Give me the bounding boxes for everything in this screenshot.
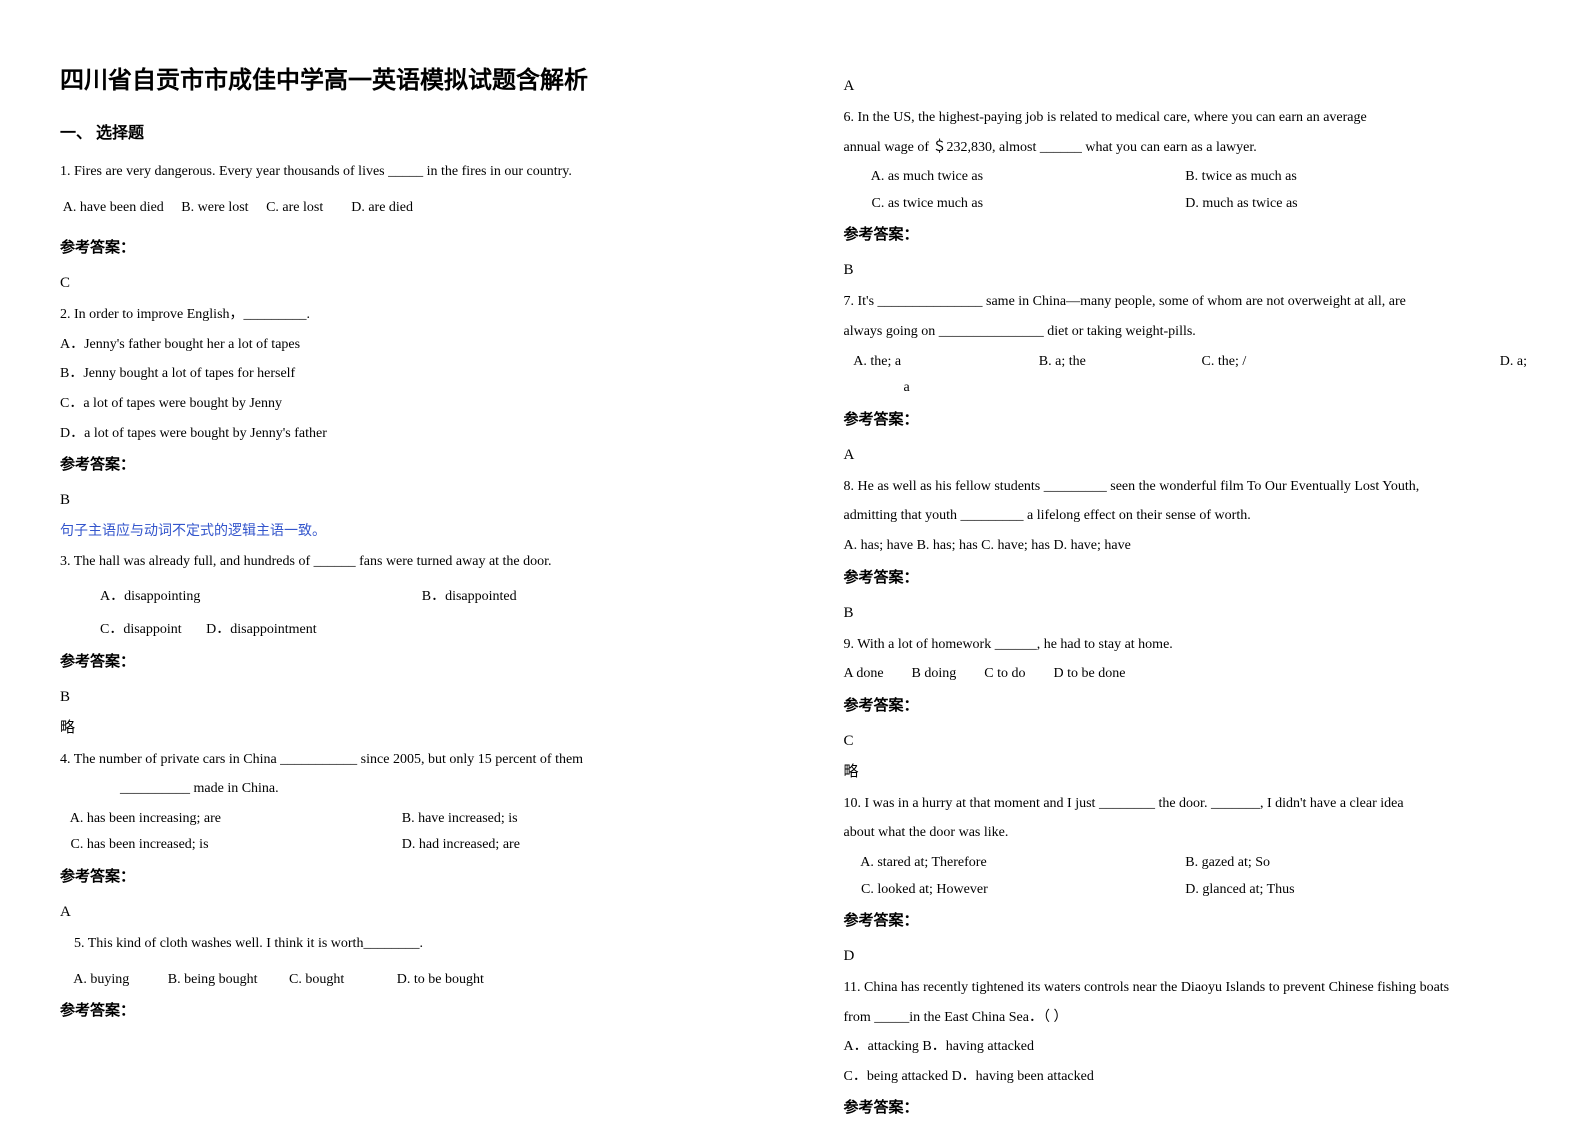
q3-brief: 略 xyxy=(60,716,744,737)
q7-optD2: a xyxy=(844,375,1528,402)
q2-optA: A．Jenny's father bought her a lot of tap… xyxy=(60,332,744,359)
q10-row2: C. looked at; However D. glanced at; Thu… xyxy=(844,877,1528,904)
answer-label: 参考答案： xyxy=(60,999,744,1020)
q7-line2: always going on _______________ diet or … xyxy=(844,319,1528,346)
q4-row2: C. has been increased; is D. had increas… xyxy=(60,832,744,859)
answer-label: 参考答案： xyxy=(844,694,1528,715)
q2-optC: C．a lot of tapes were bought by Jenny xyxy=(60,391,744,418)
q4-line1: 4. The number of private cars in China _… xyxy=(60,747,744,774)
q9-brief: 略 xyxy=(844,760,1528,781)
q8-options: A. has; have B. has; has C. have; has D.… xyxy=(844,533,1528,560)
q5-options: A. buying B. being bought C. bought D. t… xyxy=(60,967,744,994)
q2-optD: D．a lot of tapes were bought by Jenny's … xyxy=(60,421,744,448)
q10-optB: B. gazed at; So xyxy=(1185,850,1527,877)
q6-line1: 6. In the US, the highest-paying job is … xyxy=(844,105,1528,132)
q5-text: 5. This kind of cloth washes well. I thi… xyxy=(60,931,744,958)
q10-line2: about what the door was like. xyxy=(844,820,1528,847)
q1-text: 1. Fires are very dangerous. Every year … xyxy=(60,159,744,186)
q3-row1: A．disappointing B．disappointed xyxy=(60,584,744,611)
q3-row2: C．disappoint D．disappointment xyxy=(60,617,744,644)
q7-optC: C. the; / xyxy=(1202,349,1365,376)
q1-options: A. have been died B. were lost C. are lo… xyxy=(60,195,744,222)
q10-answer: D xyxy=(844,948,1528,965)
q8-line2: admitting that youth _________ a lifelon… xyxy=(844,503,1528,530)
q4-row1: A. has been increasing; are B. have incr… xyxy=(60,806,744,833)
q10-line1: 10. I was in a hurry at that moment and … xyxy=(844,791,1528,818)
q3-text: 3. The hall was already full, and hundre… xyxy=(60,549,744,576)
q7-row: A. the; a B. a; the C. the; / D. a; xyxy=(844,349,1528,376)
q7-optD: D. a; xyxy=(1364,349,1527,376)
q8-answer: B xyxy=(844,605,1528,622)
left-column: 四川省自贡市市成佳中学高一英语模拟试题含解析 一、 选择题 1. Fires a… xyxy=(0,0,794,1122)
q11-line2: from _____in the East China Sea．（ ） xyxy=(844,1005,1528,1032)
q8-line1: 8. He as well as his fellow students ___… xyxy=(844,474,1528,501)
q9-text: 9. With a lot of homework ______, he had… xyxy=(844,632,1528,659)
q4-optA: A. has been increasing; are xyxy=(60,806,402,833)
q10-optA: A. stared at; Therefore xyxy=(844,850,1186,877)
q6-optA: A. as much twice as xyxy=(844,164,1186,191)
q7-optB: B. a; the xyxy=(1039,349,1202,376)
q6-optC: C. as twice much as xyxy=(844,191,1186,218)
q2-explain: 句子主语应与动词不定式的逻辑主语一致。 xyxy=(60,519,744,546)
q4-line2: __________ made in China. xyxy=(60,776,744,803)
q9-answer: C xyxy=(844,733,1528,750)
q1-answer: C xyxy=(60,275,744,292)
q6-row1: A. as much twice as B. twice as much as xyxy=(844,164,1528,191)
q4-optD: D. had increased; are xyxy=(402,832,744,859)
q3-answer: B xyxy=(60,689,744,706)
right-column: A 6. In the US, the highest-paying job i… xyxy=(794,0,1587,1122)
answer-label: 参考答案： xyxy=(60,650,744,671)
q6-optB: B. twice as much as xyxy=(1185,164,1527,191)
answer-label: 参考答案： xyxy=(60,453,744,474)
q6-answer: B xyxy=(844,262,1528,279)
section-heading: 一、 选择题 xyxy=(60,119,744,143)
q7-answer: A xyxy=(844,447,1528,464)
answer-label: 参考答案： xyxy=(844,566,1528,587)
q5-answer: A xyxy=(844,78,1528,95)
q9-options: A done B doing C to do D to be done xyxy=(844,661,1528,688)
q2-optB: B．Jenny bought a lot of tapes for hersel… xyxy=(60,361,744,388)
q10-optD: D. glanced at; Thus xyxy=(1185,877,1527,904)
q10-row1: A. stared at; Therefore B. gazed at; So xyxy=(844,850,1528,877)
q11-line1: 11. China has recently tightened its wat… xyxy=(844,975,1528,1002)
q4-optC: C. has been increased; is xyxy=(60,832,402,859)
answer-label: 参考答案： xyxy=(844,408,1528,429)
q6-line2: annual wage of ＄232,830, almost ______ w… xyxy=(844,135,1528,162)
q7-line1: 7. It's _______________ same in China—ma… xyxy=(844,289,1528,316)
answer-label: 参考答案： xyxy=(60,865,744,886)
q2-answer: B xyxy=(60,492,744,509)
q3-optD: D．disappointment xyxy=(206,622,316,637)
q7-optA: A. the; a xyxy=(844,349,1039,376)
q11-optAB: A．attacking B．having attacked xyxy=(844,1034,1528,1061)
q10-optC: C. looked at; However xyxy=(844,877,1186,904)
q3-optA: A．disappointing xyxy=(100,584,422,611)
q6-optD: D. much as twice as xyxy=(1185,191,1527,218)
q11-optCD: C．being attacked D．having been attacked xyxy=(844,1064,1528,1091)
q6-row2: C. as twice much as D. much as twice as xyxy=(844,191,1528,218)
q4-answer: A xyxy=(60,904,744,921)
answer-label: 参考答案： xyxy=(844,909,1528,930)
answer-label: 参考答案： xyxy=(844,1096,1528,1117)
document-title: 四川省自贡市市成佳中学高一英语模拟试题含解析 xyxy=(60,60,744,95)
answer-label: 参考答案： xyxy=(844,223,1528,244)
q4-optB: B. have increased; is xyxy=(402,806,744,833)
q3-optC: C．disappoint xyxy=(100,622,182,637)
q3-optB: B．disappointed xyxy=(422,584,744,611)
answer-label: 参考答案： xyxy=(60,236,744,257)
q2-text: 2. In order to improve English，_________… xyxy=(60,302,744,329)
